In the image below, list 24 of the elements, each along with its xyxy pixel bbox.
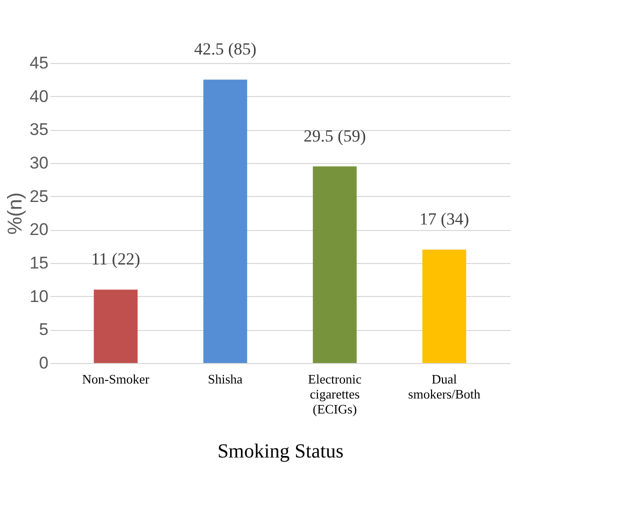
- y-tick-label: 10: [30, 286, 48, 306]
- x-tick-label: Non-Smoker: [82, 372, 150, 386]
- y-tick-label: 45: [30, 54, 48, 72]
- data-label: 42.5 (85): [194, 40, 256, 59]
- y-tick-label: 30: [30, 154, 48, 172]
- y-tick-label: 40: [30, 86, 48, 106]
- y-tick-label: 25: [30, 186, 48, 206]
- y-axis-title: %(n): [4, 192, 27, 235]
- x-tick-label: Shisha: [208, 372, 243, 386]
- y-tick-label: 5: [39, 320, 48, 340]
- x-tick-label: Electronic cigarettes (ECIGs): [308, 372, 362, 416]
- data-label: 17 (34): [419, 210, 470, 229]
- data-label: 11 (22): [91, 250, 140, 269]
- bar: [203, 80, 248, 363]
- x-tick-label: Dual smokers/Both: [408, 372, 481, 402]
- bar: [422, 250, 466, 363]
- y-tick-label: 0: [39, 354, 48, 372]
- bar: [312, 166, 357, 363]
- x-axis-title: Smoking Status: [217, 440, 344, 462]
- y-tick-label: 15: [30, 254, 48, 272]
- y-tick-label: 20: [30, 220, 48, 240]
- bar: [94, 290, 138, 363]
- y-tick-label: 35: [30, 120, 48, 140]
- data-label: 29.5 (59): [304, 126, 366, 146]
